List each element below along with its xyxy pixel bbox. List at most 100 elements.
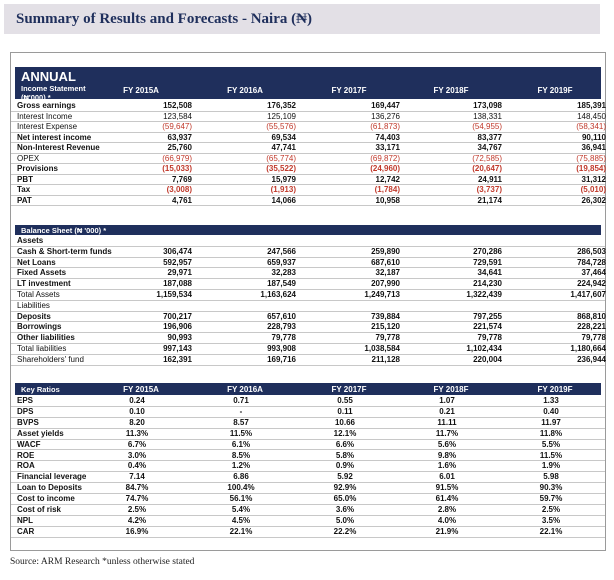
table-cell: 8.20	[129, 417, 145, 427]
table-cell: 61.4%	[435, 494, 459, 504]
table-row: Total Assets 1,159,534 1,163,624 1,249,713 1…	[11, 290, 606, 301]
ratios-header-label: Key Ratios	[21, 385, 60, 394]
ratios-header: Key Ratios FY 2015A FY 2016A FY 2017F FY 20…	[15, 383, 601, 395]
title-bar: Summary of Results and Forecasts - Naira…	[4, 4, 600, 34]
row-label: Shareholders' fund	[17, 354, 84, 364]
table-cell: 868,810	[577, 311, 606, 321]
table-cell: 69,534	[271, 132, 296, 142]
table-cell: 22.2%	[333, 526, 357, 536]
row-label: NPL	[17, 515, 33, 525]
row-label: Cost of risk	[17, 505, 62, 514]
table-cell: 592,957	[163, 257, 192, 267]
table-cell: (24,960)	[370, 164, 400, 173]
table-cell: 228,793	[267, 322, 296, 332]
table-cell: 1.33	[543, 396, 559, 405]
row-label: Gross earnings	[17, 101, 76, 110]
table-cell: 228,221	[577, 322, 606, 332]
table-cell: 22.1%	[229, 526, 253, 536]
row-label: Liabilities	[17, 300, 50, 310]
table-cell: 659,937	[267, 257, 296, 267]
table-cell: 4.5%	[231, 515, 251, 525]
table-cell: 1,249,713	[364, 290, 400, 299]
table-cell: 12.1%	[333, 428, 357, 438]
table-row: EPS 0.24 0.71 0.55 1.07 1.33	[11, 396, 605, 407]
table-cell: 1,102,434	[466, 344, 502, 353]
table-cell: 152,508	[163, 101, 192, 110]
income-year-header: FY 2016A	[227, 86, 263, 95]
table-cell: 5.98	[543, 472, 559, 482]
row-label: Cash & Short-term funds	[17, 246, 112, 256]
table-cell: (75,885)	[576, 153, 606, 163]
table-cell: 1.9%	[541, 461, 561, 471]
table-cell: 3.5%	[541, 515, 561, 525]
table-cell: 0.55	[337, 396, 353, 405]
results-table: ANNUAL Income Statement (₦'000) * FY 201…	[10, 52, 606, 551]
table-cell: 1.6%	[437, 461, 457, 471]
table-cell: 10.66	[334, 417, 356, 427]
row-label: PAT	[17, 195, 32, 205]
table-cell: 3.6%	[335, 505, 355, 514]
table-cell: 6.86	[233, 472, 249, 482]
table-cell: 5.92	[337, 472, 353, 482]
table-cell: 92.9%	[333, 483, 357, 493]
table-cell: 0.4%	[127, 461, 147, 471]
table-cell: 79,778	[477, 333, 502, 343]
table-cell: 12,742	[375, 174, 400, 184]
table-cell: 83,377	[477, 132, 502, 142]
table-cell: 11.5%	[539, 450, 563, 460]
table-cell: 36,941	[581, 143, 606, 152]
row-label: WACF	[17, 439, 41, 449]
table-row: Tax (3,008) (1,913) (1,784) (3,737) (5,010)	[11, 185, 606, 196]
table-cell: 56.1%	[229, 494, 253, 504]
table-cell: 176,352	[267, 101, 296, 110]
table-cell: (1,784)	[374, 185, 400, 194]
table-cell: 16.9%	[125, 526, 149, 536]
table-cell: 5.5%	[541, 439, 561, 449]
table-cell: 31,312	[581, 174, 606, 184]
row-label: LT investment	[17, 279, 71, 289]
table-cell: 123,584	[163, 111, 192, 121]
table-cell: 1,038,584	[364, 344, 400, 353]
table-cell: 90.3%	[539, 483, 563, 493]
table-row: ROE 3.0% 8.5% 5.8% 9.8% 11.5%	[11, 451, 605, 462]
income-year-header: FY 2018F	[433, 86, 469, 95]
table-cell: 2.8%	[437, 505, 457, 514]
ratios-year-header: FY 2017F	[331, 385, 367, 394]
table-cell: 148,450	[577, 111, 606, 121]
table-row: Provisions (15,033) (35,522) (24,960) (20,64…	[11, 164, 606, 175]
table-cell: (15,033)	[162, 164, 192, 173]
table-cell: (5,010)	[580, 185, 606, 194]
table-cell: 784,728	[577, 257, 606, 267]
table-cell: 6.1%	[231, 439, 251, 449]
table-cell: 220,004	[473, 354, 502, 364]
row-label: Fixed Assets	[17, 268, 67, 278]
table-cell: 11.8%	[539, 428, 563, 438]
table-cell: 63,937	[167, 132, 192, 142]
row-label: OPEX	[17, 153, 40, 163]
income-header-label: Income Statement (₦'000) *	[21, 84, 86, 102]
table-cell: 0.11	[337, 406, 353, 416]
table-cell: 91.5%	[435, 483, 459, 493]
table-row: Assets	[11, 236, 605, 247]
table-cell: 32,187	[375, 268, 400, 278]
table-cell: 207,990	[371, 279, 400, 289]
table-cell: 9.8%	[437, 450, 457, 460]
table-row: Liabilities	[11, 301, 605, 312]
table-cell: 5.6%	[437, 439, 457, 449]
row-label: Financial leverage	[17, 472, 87, 482]
table-cell: 797,255	[473, 311, 502, 321]
page-title: Summary of Results and Forecasts - Naira…	[16, 11, 312, 27]
table-cell: 1,322,439	[466, 290, 502, 299]
table-cell: 5.0%	[335, 515, 355, 525]
table-row: Cost to income 74.7% 56.1% 65.0% 61.4% 59.7%	[11, 494, 605, 505]
table-cell: 169,716	[267, 354, 296, 364]
table-cell: (58,341)	[576, 122, 606, 131]
table-cell: 29,971	[167, 268, 192, 278]
row-label: Borrowings	[17, 322, 62, 332]
income-year-header: FY 2019F	[537, 86, 573, 95]
table-cell: 187,088	[163, 279, 192, 289]
ratios-year-header: FY 2018F	[433, 385, 469, 394]
table-cell: (65,774)	[266, 153, 296, 163]
table-cell: 0.24	[129, 396, 145, 405]
income-header: ANNUAL Income Statement (₦'000) * FY 201…	[15, 67, 601, 102]
